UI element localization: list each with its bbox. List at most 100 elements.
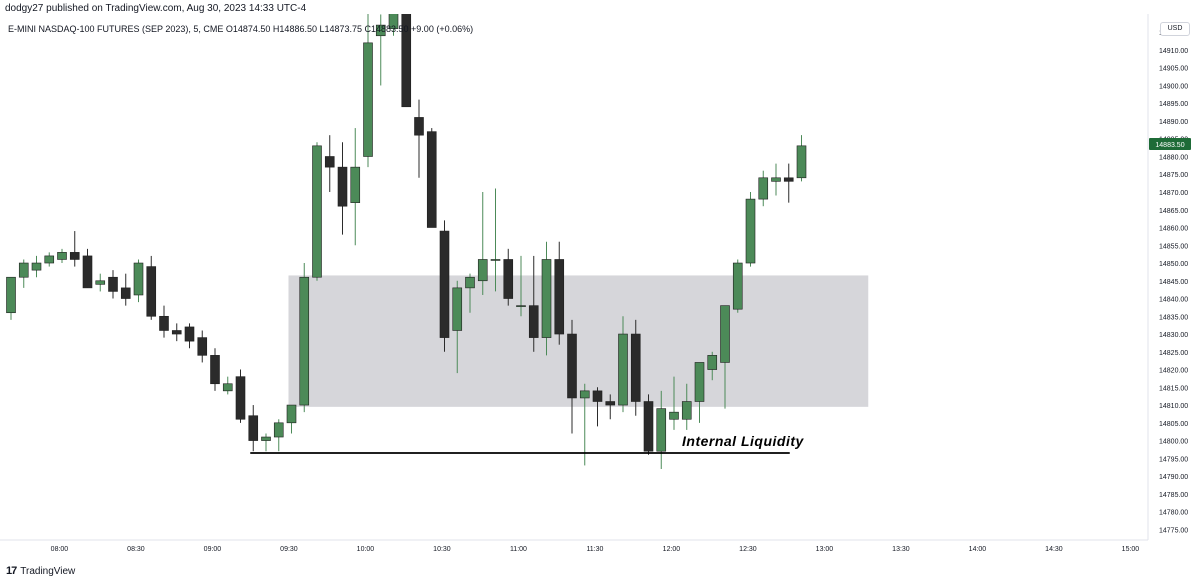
candle-body [388,14,399,29]
candle-body [146,266,157,317]
candle-body [18,262,29,278]
time-tick-label: 13:30 [892,546,910,553]
candle-body [516,305,526,307]
candle-body [681,401,692,420]
candle-body [261,436,271,441]
candle-body [401,14,412,108]
price-tick-label: 14835.00 [1159,314,1188,321]
liquidity-zone-box [288,275,869,407]
candle-body [197,337,208,356]
candle-body [643,401,654,452]
candle-body [592,390,603,402]
time-tick-label: 10:00 [357,546,375,553]
price-tick-label: 14810.00 [1159,403,1188,410]
candle-body [758,177,769,200]
price-tick-label: 14825.00 [1159,350,1188,357]
time-tick-label: 08:00 [51,546,69,553]
last-price-badge [1149,138,1191,151]
candle-body [299,276,310,406]
candle-body [465,276,475,289]
candle-body [375,24,386,37]
time-tick-label: 09:00 [204,546,222,553]
publish-caption: dodgy27 published on TradingView.com, Au… [5,3,307,14]
candle-body [707,355,718,370]
time-tick-label: 14:00 [969,546,987,553]
candle-body [133,262,144,296]
candle-body [452,287,463,331]
supply-demand-zone [288,275,869,407]
last-price-label: 14883.50 [1155,142,1184,149]
price-tick-label: 14870.00 [1159,190,1188,197]
candlestick-chart[interactable]: Internal Liquidity 14915.0014910.0014905… [0,14,1200,564]
price-tick-label: 14850.00 [1159,261,1188,268]
candle-body [286,404,297,424]
candle-body [82,255,93,289]
candle-body [669,411,679,420]
candle-body [69,252,80,260]
candle-body [31,262,42,271]
candle-body [337,166,348,207]
candle-body [222,383,233,392]
candle-body [120,287,131,299]
price-tick-label: 14780.00 [1159,510,1188,517]
price-tick-label: 14875.00 [1159,172,1188,179]
price-tick-label: 14880.00 [1159,154,1188,161]
candle-body [783,177,794,182]
price-tick-label: 14785.00 [1159,492,1188,499]
candle-body [184,326,195,342]
time-tick-label: 09:30 [280,546,298,553]
time-tick-label: 13:00 [816,546,834,553]
tradingview-logo-icon: 17 [6,565,17,577]
price-tick-label: 14910.00 [1159,48,1188,55]
tradingview-footer: 17 TradingView [6,563,75,579]
time-tick-label: 12:00 [663,546,681,553]
candle-body [618,333,628,406]
price-tick-label: 14855.00 [1159,243,1188,250]
candle-body [732,262,743,310]
candle-body [656,408,667,452]
candle-body [579,390,590,399]
time-tick-label: 12:30 [739,546,757,553]
candle-body [159,315,169,331]
candles [6,14,807,469]
candle-body [6,276,16,314]
time-axis[interactable]: 08:00 08:30 09:00 09:30 10:00 10:30 11:00 11:30… [0,539,1148,553]
price-tick-label: 14900.00 [1159,83,1188,90]
price-tick-label: 14775.00 [1159,527,1188,534]
time-tick-label: 08:30 [127,546,145,553]
candle-body [95,280,106,285]
candle-body [541,259,552,338]
price-tick-label: 14905.00 [1159,66,1188,73]
candle-body [605,401,616,406]
candle-body [44,255,55,264]
time-tick-label: 11:30 [586,546,603,553]
candle-body [324,156,335,168]
candle-body [426,131,437,228]
symbol-legend: E-MINI NASDAQ-100 FUTURES (SEP 2023), 5,… [8,24,474,34]
internal-liquidity-label: Internal Liquidity [682,433,804,449]
candle-body [363,42,373,157]
candle-body [57,252,67,260]
price-tick-label: 14805.00 [1159,421,1188,428]
candle-body [630,333,641,402]
price-tick-label: 14815.00 [1159,385,1188,392]
candle-body [694,362,705,402]
currency-button[interactable]: USD [1160,22,1190,36]
price-tick-label: 14860.00 [1159,226,1188,233]
candle-body [108,276,118,292]
candle-body [210,355,220,385]
candle-body [439,230,450,338]
time-tick-label: 10:30 [433,546,451,553]
price-tick-label: 14845.00 [1159,279,1188,286]
candle-body [771,177,781,182]
price-tick-label: 14820.00 [1159,368,1188,375]
candle-body [720,305,730,363]
price-axis[interactable]: 14915.0014910.0014905.0014900.0014895.00… [1147,14,1191,540]
time-tick-label: 11:00 [510,546,527,553]
price-tick-label: 14790.00 [1159,474,1188,481]
price-tick-label: 14830.00 [1159,332,1188,339]
candle-body [745,198,756,264]
price-tick-label: 14795.00 [1159,456,1188,463]
time-tick-label: 14:30 [1045,546,1063,553]
candle-body [171,330,182,335]
